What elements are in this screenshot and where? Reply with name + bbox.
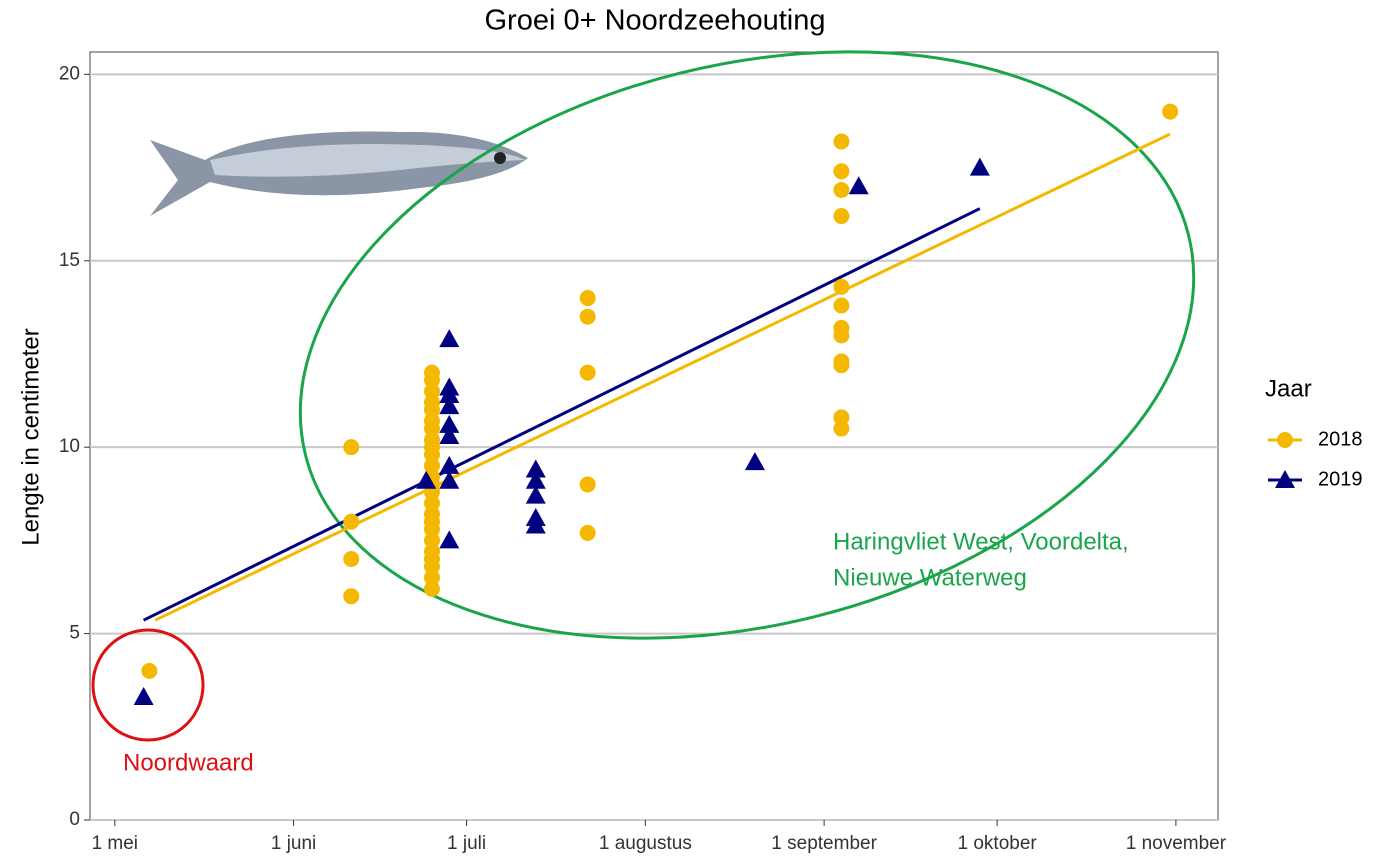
x-tick-label: 1 augustus [599, 833, 692, 854]
y-tick-label: 0 [69, 809, 80, 830]
point [580, 365, 596, 381]
point [833, 208, 849, 224]
legend-label: 2019 [1318, 468, 1363, 490]
point [580, 476, 596, 492]
legend-marker [1277, 432, 1293, 448]
point [343, 588, 359, 604]
point [833, 133, 849, 149]
x-tick-label: 1 oktober [958, 833, 1038, 854]
x-tick-label: 1 mei [92, 833, 138, 854]
point [343, 551, 359, 567]
point [343, 439, 359, 455]
x-tick-label: 1 juni [271, 833, 316, 854]
chart: Groei 0+ Noordzeehouting Lengte in centi… [0, 0, 1395, 857]
x-tick-label: 1 november [1126, 833, 1227, 854]
annotation: Nieuwe Waterweg [833, 564, 1027, 591]
point [343, 514, 359, 530]
point [833, 357, 849, 373]
point [833, 279, 849, 295]
point [141, 663, 157, 679]
point [424, 581, 440, 597]
legend-label: 2018 [1318, 428, 1363, 450]
point [580, 525, 596, 541]
chart-title: Groei 0+ Noordzeehouting [485, 5, 826, 37]
point [833, 298, 849, 314]
y-tick-label: 15 [59, 250, 80, 271]
point [833, 163, 849, 179]
point [580, 309, 596, 325]
annotation: Haringvliet West, Voordelta, [833, 528, 1129, 555]
y-tick-label: 20 [59, 63, 80, 84]
y-axis-label: Lengte in centimeter [17, 328, 44, 545]
point [1162, 104, 1178, 120]
x-tick-label: 1 juli [447, 833, 486, 854]
point [833, 421, 849, 437]
y-tick-label: 10 [59, 436, 80, 457]
annotation: Noordwaard [123, 749, 254, 776]
point [833, 182, 849, 198]
point [580, 290, 596, 306]
point [833, 327, 849, 343]
x-tick-label: 1 september [771, 833, 877, 854]
legend-title: Jaar [1265, 375, 1312, 402]
y-tick-label: 5 [69, 623, 80, 644]
